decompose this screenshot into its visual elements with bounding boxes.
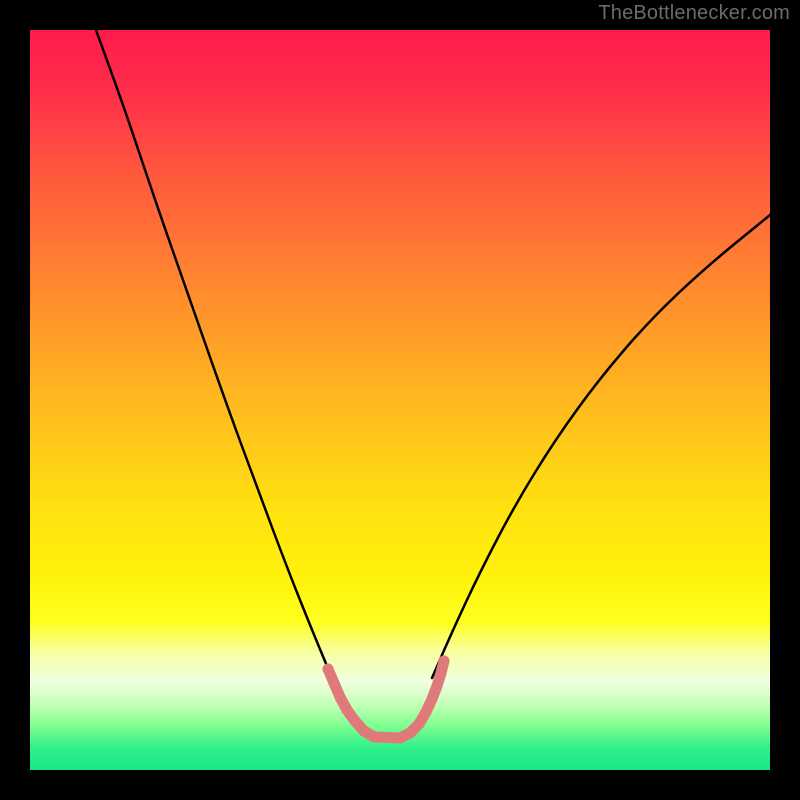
plot-background	[30, 30, 770, 770]
watermark-text: TheBottlenecker.com	[598, 2, 790, 25]
chart-stage: TheBottlenecker.com	[0, 0, 800, 800]
bottleneck-chart	[0, 0, 800, 800]
